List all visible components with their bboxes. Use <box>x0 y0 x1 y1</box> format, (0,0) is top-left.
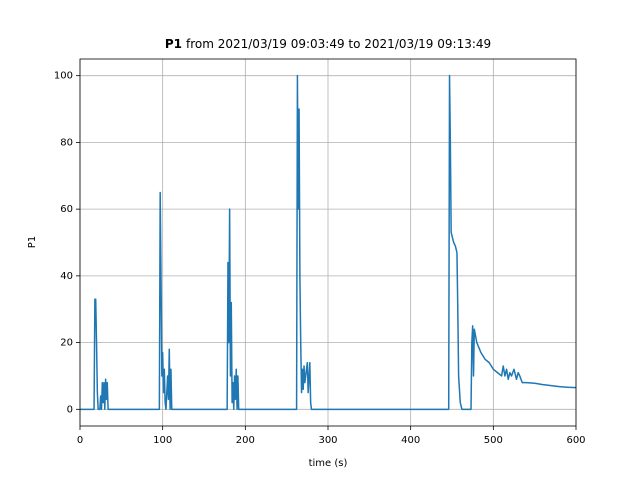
x-tick-label: 200 <box>236 435 255 446</box>
y-tick-label: 80 <box>60 137 73 148</box>
title-bold: P1 <box>165 37 182 51</box>
y-tick-label: 0 <box>67 404 73 415</box>
y-axis-label: P1 <box>27 236 38 248</box>
x-tick-label: 100 <box>153 435 172 446</box>
x-tick-label: 300 <box>318 435 337 446</box>
chart-title: P1 from 2021/03/19 09:03:49 to 2021/03/19… <box>165 37 491 51</box>
title-text: from 2021/03/19 09:03:49 to 2021/03/19 0… <box>186 37 491 51</box>
y-tick-label: 100 <box>54 71 73 82</box>
y-tick-label: 60 <box>60 204 73 215</box>
data-line <box>80 74 577 411</box>
x-axis-label: time (s) <box>309 458 348 469</box>
y-tick-label: 40 <box>60 271 73 282</box>
x-tick-label: 400 <box>401 435 420 446</box>
x-tick-label: 600 <box>566 435 585 446</box>
y-tick-label: 20 <box>60 338 73 349</box>
x-tick-label: 0 <box>77 435 83 446</box>
axes-frame <box>79 58 577 427</box>
x-tick-label: 500 <box>484 435 503 446</box>
